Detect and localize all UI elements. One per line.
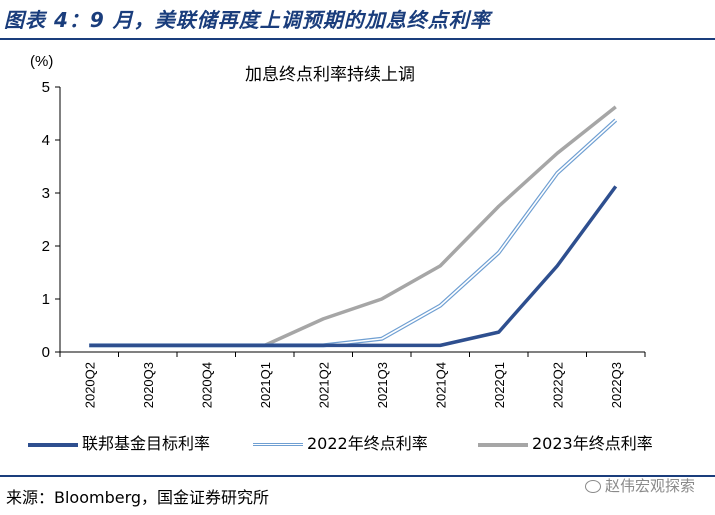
legend-swatch	[28, 442, 78, 447]
series-line-1	[89, 118, 618, 348]
watermark: 赵伟宏观探索	[584, 475, 695, 496]
chart-legend: 联邦基金目标利率 2022年终点利率 2023年终点利率	[28, 430, 708, 454]
series-line-0	[89, 185, 618, 348]
footer-divider	[0, 475, 715, 477]
legend-swatch	[253, 443, 303, 446]
chart-axes: 0 1 2 3 4 5 2020Q2 2020Q3 2020Q4 2021Q1 2021Q2 2021…	[42, 79, 646, 408]
series-line-1-inner	[89, 119, 617, 347]
line-chart: 加息终点利率持续上调 (%) 0 1 2 3 4 5 2020Q2 2020Q3 2020Q4 2…	[30, 53, 646, 408]
x-tick-label: 2022Q3	[609, 362, 624, 408]
wechat-icon	[584, 480, 601, 493]
y-tick-label: 5	[42, 79, 50, 96]
x-tick-label: 2022Q1	[492, 362, 507, 408]
legend-item: 2023年终点利率	[478, 430, 653, 454]
y-tick-label: 0	[42, 344, 50, 361]
x-tick-label: 2021Q1	[258, 362, 273, 408]
x-tick-label: 2020Q2	[82, 362, 97, 408]
legend-item: 联邦基金目标利率	[28, 430, 210, 454]
x-tick-label: 2021Q2	[316, 362, 331, 408]
figure-title: 图表 4：9 月，美联储再度上调预期的加息终点利率	[4, 8, 491, 32]
x-tick-label: 2020Q3	[141, 362, 156, 408]
x-tick-label: 2021Q3	[375, 362, 390, 408]
y-axis-unit: (%)	[30, 53, 53, 70]
chart-title: 加息终点利率持续上调	[245, 65, 415, 85]
series-line-2	[89, 105, 617, 348]
y-tick-label: 1	[42, 291, 50, 308]
legend-swatch	[478, 442, 528, 447]
y-tick-label: 2	[42, 238, 50, 255]
x-tick-label: 2022Q2	[550, 362, 565, 408]
y-tick-label: 3	[42, 185, 50, 202]
series-layer	[89, 105, 618, 348]
legend-label: 2023年终点利率	[532, 434, 653, 453]
watermark-text: 赵伟宏观探索	[604, 477, 695, 495]
x-tick-label: 2020Q4	[199, 362, 214, 408]
legend-item: 2022年终点利率	[253, 430, 428, 454]
y-tick-label: 4	[42, 132, 50, 149]
source-note: 来源：Bloomberg，国金证券研究所	[6, 488, 270, 507]
legend-label: 2022年终点利率	[307, 434, 428, 453]
title-divider	[0, 38, 715, 40]
x-tick-label: 2021Q4	[433, 362, 448, 408]
legend-label: 联邦基金目标利率	[82, 434, 211, 453]
